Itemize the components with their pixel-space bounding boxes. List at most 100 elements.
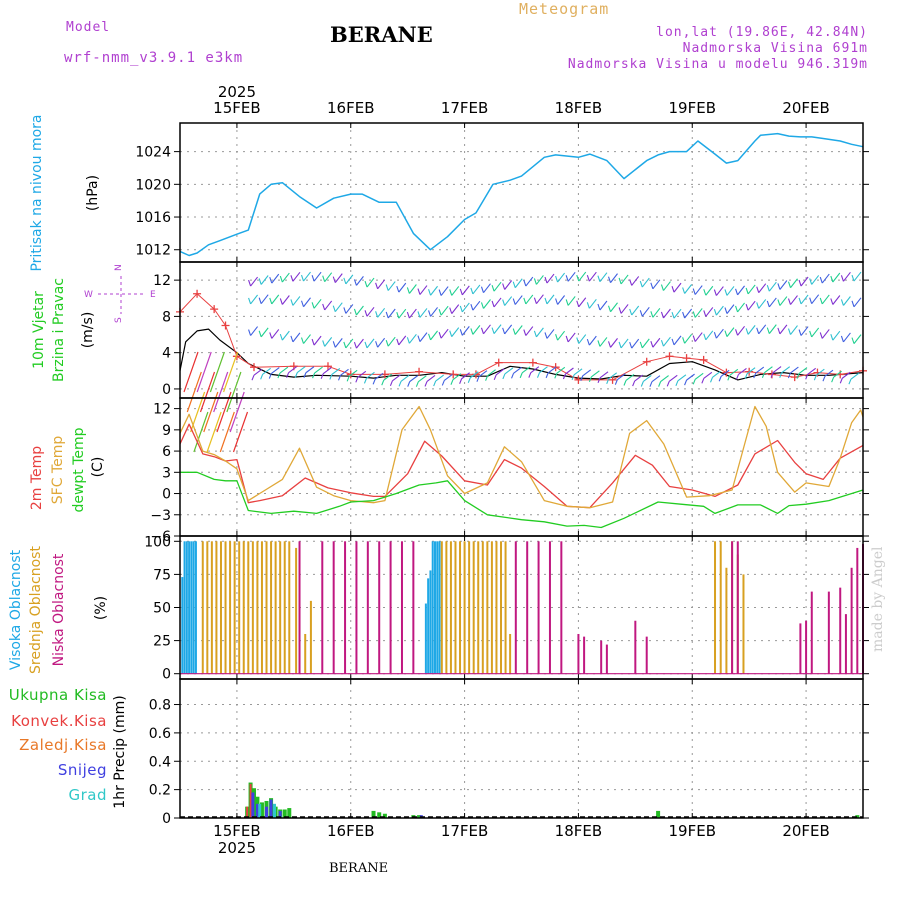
wind-barb xyxy=(822,369,834,382)
wind-barb xyxy=(375,307,386,318)
mid-cloud-bar xyxy=(283,541,286,674)
low-cloud-bar xyxy=(298,541,301,674)
wind-barb xyxy=(571,368,583,381)
wind-barb xyxy=(213,371,229,413)
wind-barb xyxy=(735,285,745,296)
temp-dewpt-label: dewpt Temp xyxy=(71,427,87,512)
wind-barb xyxy=(650,308,661,318)
precip-legend-1: Konvek.Kisa xyxy=(11,712,107,730)
wind-barb xyxy=(470,284,481,295)
wind-barb xyxy=(576,334,587,344)
wind-barb xyxy=(279,295,290,305)
mid-cloud-bar xyxy=(495,541,498,674)
wind-barb xyxy=(684,373,695,386)
high-cloud-bar xyxy=(438,541,441,674)
wind-barb xyxy=(629,338,640,349)
low-cloud-bar xyxy=(400,541,403,674)
low-cloud-bar xyxy=(856,547,859,674)
wind-barb xyxy=(523,294,534,305)
y-axis-ticks: 1012 1016 1020 1024 0 4 8 12 −6 −3 0 3 6 9 12 0 25 50 75 10… xyxy=(135,145,869,827)
wind-barb xyxy=(311,335,322,346)
wind-barb xyxy=(269,294,280,305)
wind-barb xyxy=(528,366,540,378)
mid-cloud-bar xyxy=(468,541,471,674)
high-cloud-bar xyxy=(429,570,432,674)
precip-bars xyxy=(180,782,863,818)
wind-barb xyxy=(433,374,444,387)
low-cloud-bar xyxy=(577,633,580,674)
wind-barb xyxy=(337,368,349,381)
low-cloud-bar xyxy=(583,636,586,674)
wind-barb xyxy=(692,308,703,318)
wind-barb xyxy=(279,330,290,341)
mid-cloud-bar xyxy=(472,541,475,674)
wind-barb xyxy=(607,338,618,348)
wind-barb xyxy=(375,337,386,348)
grid-lines xyxy=(180,123,863,819)
mid-cloud-bar xyxy=(445,541,448,674)
mid-cloud-bar xyxy=(719,541,722,674)
wind-barb xyxy=(407,375,419,387)
wind-speed-line xyxy=(179,328,864,381)
precip-legend-0: Ukupna Kisa xyxy=(9,686,107,704)
wind-barb xyxy=(248,276,259,287)
wind-barb xyxy=(248,294,259,305)
low-cloud-bar xyxy=(378,541,381,674)
y-tick-label: 12 xyxy=(153,273,171,289)
x-tick-label-top: 16FEB xyxy=(327,99,374,117)
wind-barb xyxy=(277,366,289,379)
x-tick-label-top: 19FEB xyxy=(669,99,716,117)
low-cloud-bar xyxy=(810,591,813,674)
wind-barb xyxy=(398,374,410,387)
pressure-line xyxy=(179,132,864,257)
wind-barb xyxy=(428,285,438,296)
wind-barb xyxy=(343,274,354,285)
wind-barb xyxy=(756,324,767,335)
wind-barb xyxy=(840,271,851,282)
panel-frames xyxy=(179,122,864,819)
wind-barb xyxy=(491,297,502,308)
wind-barb xyxy=(449,286,460,296)
x-tick-label-bottom: 15FEB xyxy=(213,822,260,840)
compass-north: N xyxy=(114,264,124,271)
wind-barb xyxy=(396,308,407,319)
wind-barb xyxy=(819,329,830,339)
wind-barb xyxy=(830,295,841,305)
high-cloud-bar xyxy=(185,541,188,674)
wind-barb xyxy=(438,286,449,296)
wind-barb xyxy=(219,411,235,453)
cloud-bars xyxy=(180,541,864,675)
wind-barb xyxy=(320,367,332,379)
wind-barb xyxy=(459,326,470,336)
wind-barb xyxy=(787,325,798,335)
wind-barb xyxy=(428,330,438,341)
wind-barb xyxy=(480,283,491,294)
wind-barb xyxy=(223,351,239,393)
wind-barb xyxy=(805,367,817,380)
mid-cloud-bar xyxy=(210,541,213,674)
wind-barb xyxy=(209,351,225,393)
wind-barb xyxy=(565,272,576,282)
x-tick-label-top: 18FEB xyxy=(555,99,602,117)
wind-barb xyxy=(555,330,566,341)
wind-barb xyxy=(417,285,428,295)
high-cloud-label: Visoka Oblacnost xyxy=(8,549,24,670)
precip-bar xyxy=(382,813,387,818)
wind-barb xyxy=(796,367,808,379)
precip-bar xyxy=(246,806,249,818)
mid-cloud-bar xyxy=(481,541,484,674)
wind-barb xyxy=(554,366,566,379)
wind-barb xyxy=(232,411,249,453)
x-axis-ticks: 15FEB 15FEB 16FEB 16FEB 17FEB 17FEB 18FEB 18FEB… xyxy=(213,83,830,857)
wind-barb xyxy=(459,285,470,296)
wind-barb xyxy=(819,294,830,305)
wind-barb xyxy=(332,302,343,313)
wind-barb xyxy=(660,281,671,291)
precip-ylabel: 1hr Precip (mm) xyxy=(112,695,128,808)
mid-cloud-bar xyxy=(265,541,268,674)
pressure-title: Pritisak na nivou mora xyxy=(29,114,45,271)
wind-barb xyxy=(329,368,341,380)
y-tick-label: 1012 xyxy=(135,243,171,259)
wind-barb xyxy=(777,280,788,290)
